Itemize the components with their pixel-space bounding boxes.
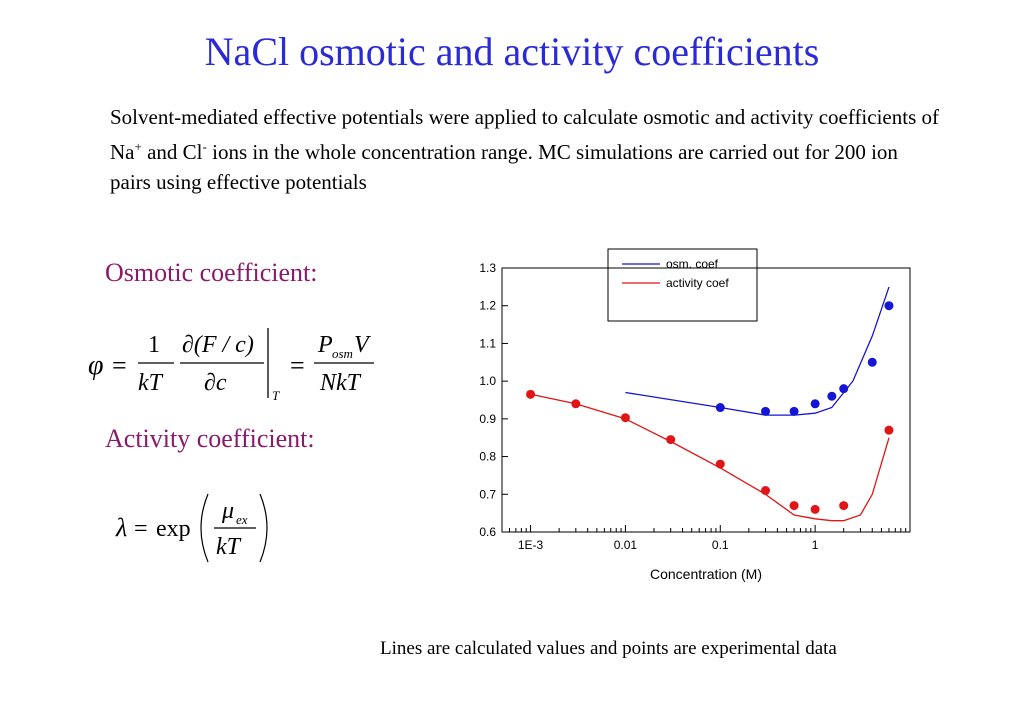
subscript-osm: osm (332, 346, 353, 361)
data-point (761, 486, 771, 496)
data-point (620, 413, 630, 423)
y-tick-label: 0.6 (479, 525, 496, 539)
data-point (715, 459, 725, 469)
subscript-T: T (272, 388, 280, 403)
data-point (666, 435, 676, 445)
data-point (571, 399, 581, 409)
osmotic-equation: φ = 1 kT ∂(F / c) ∂c T = P osm V NkT (88, 328, 374, 403)
data-point (839, 384, 849, 394)
data-point (789, 406, 799, 416)
x-tick-label: 0.1 (712, 538, 729, 552)
footnote: Lines are calculated values and points a… (380, 638, 837, 659)
data-point (884, 425, 894, 435)
volume-V: V (354, 332, 371, 358)
exp-function: exp (156, 516, 191, 542)
equals-sign-2: = (290, 351, 305, 380)
activity-equation: λ = exp μ ex kT (115, 493, 268, 563)
data-point (789, 501, 799, 511)
denominator-NkT: NkT (319, 370, 362, 396)
series-line-1 (530, 393, 890, 522)
y-tick-label: 1.0 (479, 374, 496, 388)
osmotic-heading: Osmotic coefficient: (105, 258, 318, 287)
subscript-ex: ex (236, 512, 248, 527)
series-line-0 (625, 286, 890, 416)
y-tick-label: 0.9 (479, 412, 496, 426)
partial-numerator: ∂(F / c) (182, 332, 254, 358)
lambda-symbol: λ (115, 513, 127, 542)
x-tick-label: 0.01 (614, 538, 638, 552)
plot-frame (501, 267, 911, 533)
y-tick-label: 1.2 (479, 299, 496, 313)
denominator-kT-2: kT (216, 534, 242, 560)
slide-title: NaCl osmotic and activity coefficients (204, 29, 820, 74)
data-point (827, 391, 837, 401)
denominator-kT: kT (138, 370, 164, 396)
intro-text: Solvent-mediated effective potentials we… (110, 105, 939, 194)
numerator-one: 1 (148, 332, 160, 358)
data-point (810, 504, 820, 514)
partial-denominator: ∂c (204, 370, 227, 396)
x-tick-label: 1E-3 (518, 538, 544, 552)
equals-sign: = (112, 351, 127, 380)
data-point (839, 501, 849, 511)
phi-symbol: φ (88, 350, 104, 381)
y-tick-label: 0.7 (479, 487, 496, 501)
data-point (715, 403, 725, 413)
coefficient-chart: 0.6 0.7 0.8 0.9 1.0 1.1 1.2 1.3 1E-3 0.01 0.1 1 osm… (479, 248, 911, 582)
pressure-P: P (317, 332, 333, 358)
data-point (884, 301, 894, 311)
mu-symbol: μ (221, 498, 234, 524)
y-tick-label: 1.1 (479, 336, 496, 350)
y-tick-label: 0.8 (479, 450, 496, 464)
y-tick-label: 1.3 (479, 261, 496, 275)
data-point (867, 357, 877, 367)
data-point (761, 406, 771, 416)
activity-heading: Activity coefficient: (105, 424, 315, 453)
legend-label: activity coef (666, 276, 729, 290)
legend-label: osm. coef (666, 257, 719, 271)
data-point (810, 399, 820, 409)
data-point (526, 389, 536, 399)
equals-sign-3: = (134, 516, 148, 542)
legend-box (607, 248, 758, 322)
x-axis-label: Concentration (M) (650, 566, 762, 582)
x-tick-label: 1 (812, 538, 819, 552)
